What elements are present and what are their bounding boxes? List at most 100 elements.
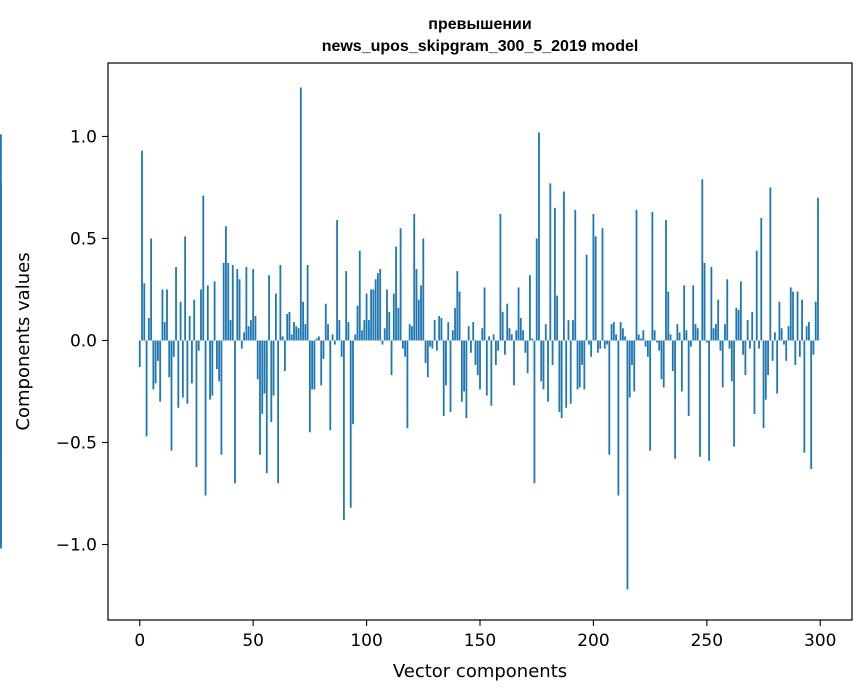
bar-103 [372, 289, 375, 341]
bar-183 [553, 207, 556, 341]
bar-130 [433, 320, 436, 341]
bar-165 [513, 340, 515, 386]
x-tick-label: 200 [577, 631, 609, 651]
bar-30 [206, 285, 209, 341]
chart-title-line-1: превышении [428, 16, 531, 33]
bar-175 [535, 238, 538, 341]
bar-248 [701, 179, 704, 341]
bar-38 [225, 226, 227, 341]
bar-185 [558, 340, 561, 412]
bar-275 [762, 340, 765, 429]
bar-159 [499, 213, 502, 341]
bar-266 [742, 340, 745, 355]
bar-42 [234, 340, 236, 484]
y-tick-label: 1.0 [70, 127, 97, 147]
bar-241 [685, 330, 688, 341]
x-axis-label: Vector components [393, 661, 567, 682]
bar-169 [522, 330, 524, 341]
chart-title: превышении news_upos_skipgram_300_5_2019… [322, 16, 639, 55]
bar-35 [218, 340, 221, 382]
bar-5 [150, 238, 152, 341]
bar-91 [345, 271, 348, 341]
bar-50 [252, 269, 255, 341]
bar-140 [456, 271, 459, 341]
bar-101 [367, 320, 370, 341]
bar-71 [299, 87, 302, 341]
bar-234 [669, 334, 672, 341]
bar-123 [417, 299, 420, 341]
bar-96 [356, 305, 359, 341]
bar-281 [776, 340, 779, 394]
bar-278 [769, 187, 772, 341]
y-tick-label: −0.5 [56, 433, 97, 453]
bar-86 [333, 340, 336, 345]
bar-24 [193, 299, 196, 341]
bar-292 [801, 299, 803, 341]
bar-18 [179, 301, 182, 341]
bar-64 [284, 340, 286, 372]
bar-205 [603, 340, 606, 349]
bar-88 [338, 320, 341, 341]
bar-218 [633, 340, 636, 392]
bar-203 [599, 340, 602, 349]
bar-263 [735, 307, 738, 341]
bar-110 [388, 311, 391, 341]
bar-276 [764, 340, 767, 400]
y-tick-label: 0.5 [70, 229, 97, 249]
bar-43 [236, 269, 239, 341]
bar-273 [758, 340, 760, 349]
bar-48 [247, 326, 250, 341]
bar-285 [785, 340, 788, 361]
bar-254 [715, 324, 717, 341]
bar-83 [327, 324, 329, 341]
bar-36 [220, 340, 223, 455]
bar-46 [243, 332, 245, 341]
bar-119 [408, 324, 411, 341]
bar-132 [438, 316, 441, 341]
bar-222 [642, 330, 645, 341]
bar-1 [141, 150, 143, 341]
bar-155 [490, 340, 493, 406]
bar-225 [649, 340, 652, 451]
bar-56 [265, 340, 268, 474]
bar-235 [671, 340, 674, 372]
bar-226 [651, 211, 654, 341]
bar-41 [231, 264, 234, 341]
bar-153 [485, 340, 488, 396]
bar-21 [186, 340, 189, 404]
bar-293 [803, 340, 806, 453]
bar-206 [606, 340, 608, 345]
bar-4 [147, 318, 150, 341]
bar-294 [805, 326, 808, 341]
bar-98 [361, 330, 363, 341]
bar-252 [710, 267, 713, 341]
bar-270 [751, 311, 754, 341]
bar-9 [159, 340, 162, 402]
bar-202 [597, 340, 599, 353]
bar-245 [694, 324, 697, 341]
bar-146 [470, 340, 472, 353]
bar-253 [712, 328, 715, 341]
bar-10 [161, 289, 164, 341]
bar-70 [297, 328, 300, 341]
bar-95 [354, 334, 357, 341]
bar-207 [608, 340, 611, 455]
bar-274 [760, 218, 763, 341]
bar-258 [724, 324, 726, 341]
bar-232 [665, 220, 667, 341]
bar-135 [445, 340, 447, 386]
bar-108 [383, 328, 386, 341]
bar-187 [563, 191, 565, 341]
bar-182 [551, 340, 554, 365]
bar-47 [245, 267, 248, 341]
bar-214 [624, 336, 627, 341]
bar-249 [703, 262, 706, 341]
bar-160 [501, 311, 504, 341]
bar-31 [209, 340, 211, 400]
bar-63 [281, 336, 284, 341]
bar-257 [721, 340, 724, 388]
bar-27 [200, 289, 202, 341]
bar-141 [458, 291, 461, 341]
bar-87 [336, 220, 338, 341]
bar-201 [594, 236, 597, 341]
